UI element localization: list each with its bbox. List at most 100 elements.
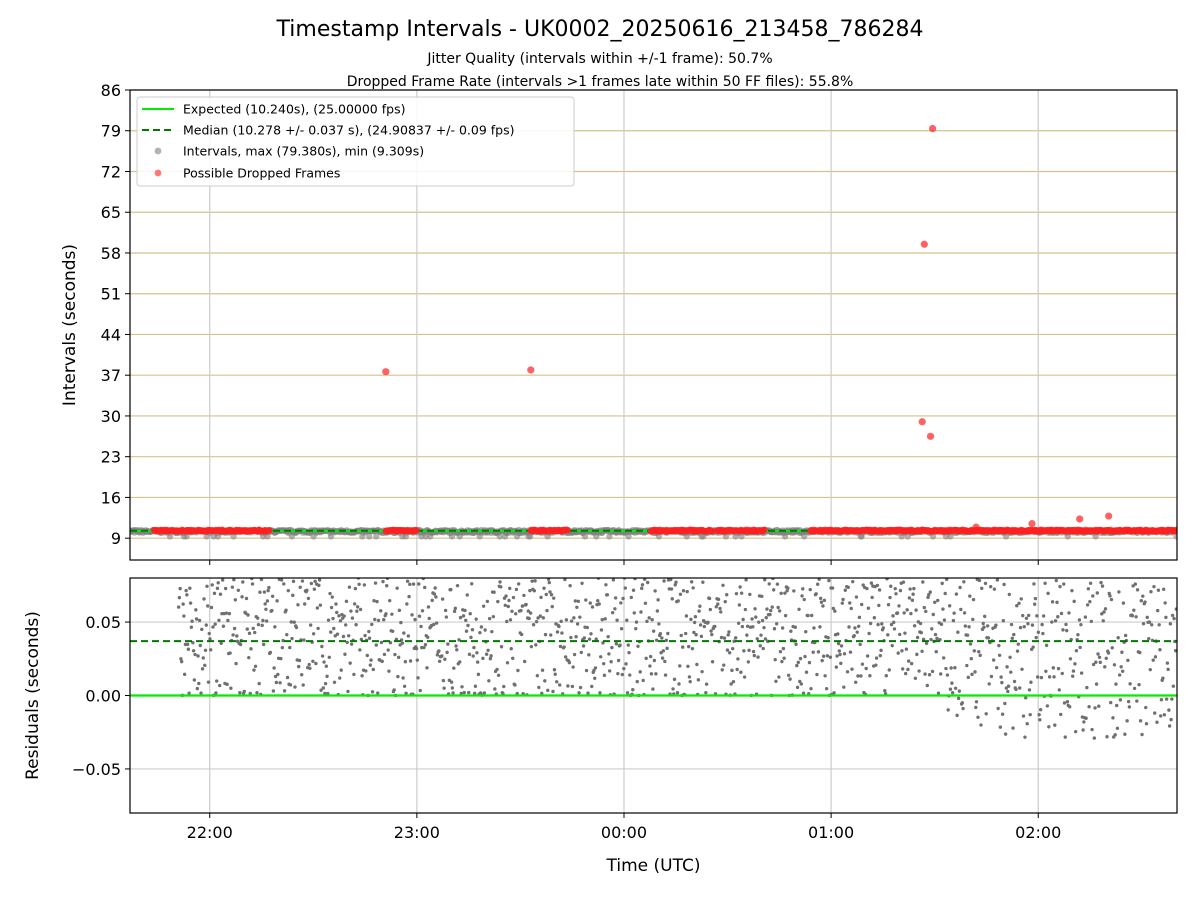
residual-point	[892, 627, 897, 631]
residual-point	[1018, 686, 1022, 690]
residual-point	[549, 593, 554, 597]
residual-point	[1108, 594, 1112, 598]
dropped-frame-point	[928, 124, 937, 133]
residual-point	[192, 678, 197, 682]
residual-point	[270, 594, 275, 598]
residual-point	[1173, 648, 1177, 653]
residual-point	[929, 637, 933, 642]
residual-point	[927, 673, 932, 677]
residual-point	[306, 596, 311, 601]
residual-point	[537, 685, 541, 690]
residual-point	[659, 651, 663, 655]
residual-point	[205, 584, 209, 589]
residual-point	[1164, 615, 1168, 620]
residual-point	[915, 635, 920, 640]
residual-point	[912, 624, 917, 628]
residual-point	[631, 588, 636, 592]
residual-point	[897, 604, 901, 608]
residual-point	[1045, 704, 1050, 708]
residual-point	[789, 629, 793, 633]
residual-point	[540, 691, 544, 695]
residual-point	[640, 586, 644, 591]
residual-point	[212, 591, 217, 596]
residual-point	[499, 585, 503, 589]
residual-point	[1014, 687, 1018, 692]
residual-point	[798, 679, 802, 684]
residual-point	[754, 615, 758, 619]
residual-point	[767, 582, 771, 586]
residual-point	[445, 650, 449, 655]
residual-point	[616, 658, 621, 663]
residual-point	[714, 605, 718, 609]
dropped-frame-point	[920, 240, 928, 248]
residual-point	[701, 580, 705, 584]
residual-point	[1065, 628, 1069, 633]
residual-point	[736, 657, 740, 661]
residual-point	[382, 618, 386, 622]
residual-point	[546, 578, 551, 581]
residual-point	[215, 679, 219, 683]
residual-point	[280, 645, 285, 650]
residual-point	[721, 583, 725, 587]
residual-point	[831, 606, 836, 611]
interval-point	[183, 533, 190, 540]
residual-point	[1003, 701, 1007, 706]
residual-point	[261, 618, 265, 623]
residual-point	[1057, 688, 1061, 692]
residual-point	[793, 625, 798, 629]
residual-point	[1170, 697, 1174, 701]
residual-point	[405, 602, 409, 606]
residual-point	[858, 642, 862, 647]
interval-point	[166, 533, 174, 540]
residual-point	[623, 586, 628, 590]
residual-point	[1030, 623, 1035, 627]
residual-point	[1135, 699, 1139, 703]
residual-point	[927, 593, 931, 597]
residual-point	[286, 588, 290, 593]
residual-point	[381, 579, 385, 584]
residual-point	[231, 633, 235, 637]
residual-point	[481, 656, 485, 661]
residual-point	[396, 674, 400, 679]
residual-point	[347, 585, 352, 589]
residual-point	[379, 640, 384, 645]
residual-point	[579, 650, 584, 655]
residual-point	[582, 636, 587, 640]
residual-point	[513, 683, 517, 687]
residual-point	[530, 579, 534, 583]
residual-point	[418, 688, 422, 693]
residual-point	[651, 687, 655, 691]
residual-point	[422, 645, 426, 650]
residual-point	[1032, 602, 1037, 606]
residual-point	[746, 660, 751, 664]
y-tick-label: 16	[101, 488, 121, 507]
residual-point	[533, 579, 537, 583]
residual-point	[926, 595, 930, 600]
residual-point	[763, 637, 768, 641]
residual-point	[994, 665, 999, 670]
residual-point	[365, 653, 370, 658]
residual-point	[971, 617, 975, 622]
residual-point	[719, 635, 724, 640]
residual-point	[326, 618, 331, 622]
residual-point	[627, 650, 631, 655]
residual-point	[781, 646, 786, 651]
residual-point	[466, 623, 470, 628]
residual-point	[584, 598, 588, 602]
residual-point	[944, 578, 949, 582]
y-tick-label: 65	[101, 203, 121, 222]
residual-point	[950, 681, 954, 685]
residual-point	[698, 623, 703, 627]
residual-point	[1147, 620, 1152, 624]
y-tick-label: 37	[101, 366, 121, 385]
residual-point	[1120, 650, 1124, 654]
residual-point	[1100, 612, 1104, 616]
residual-point	[719, 610, 723, 614]
residual-point	[505, 619, 509, 624]
residual-point	[380, 659, 384, 664]
y-tick-label: 51	[101, 285, 121, 304]
residual-point	[379, 609, 383, 613]
residual-point	[446, 642, 450, 646]
residual-point	[503, 603, 507, 607]
residual-point	[1087, 704, 1091, 709]
